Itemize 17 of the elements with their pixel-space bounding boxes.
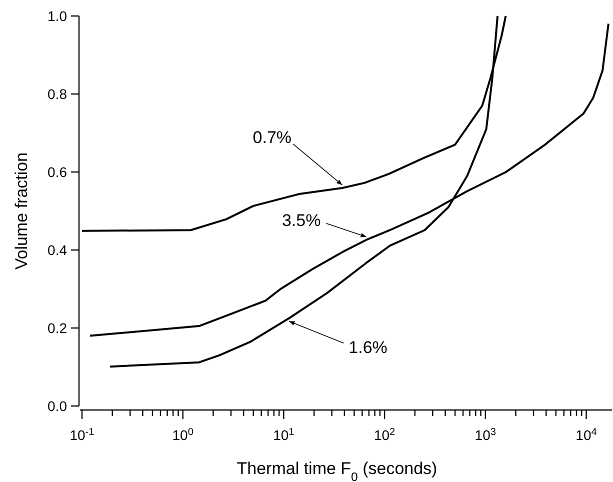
y-tick-label: 0.2 [48, 320, 68, 336]
y-tick-label: 0.8 [48, 86, 68, 102]
x-tick-label: 10$^{1}$ [273, 426, 295, 443]
annotation: 3.5% [282, 210, 321, 230]
x-axis-title: Thermal time F$_{0}$ (seconds) [236, 459, 438, 482]
x-tick-label: 10$^{2}$ [374, 426, 396, 443]
y-axis-title: Volume fraction [12, 152, 31, 270]
x-tick-label: 10$^{4}$ [576, 426, 598, 443]
x-tick-label: 10$^{-1}$ [70, 426, 95, 443]
x-tick-label: 10$^{0}$ [172, 426, 194, 443]
x-tick-label: 10$^{3}$ [474, 426, 496, 443]
annotation: 1.6% [348, 338, 388, 358]
y-tick-label: 0.6 [48, 164, 68, 180]
y-tick-label: 0.0 [48, 398, 68, 414]
annotation: 0.7% [252, 128, 292, 147]
y-tick-label: 0.4 [48, 242, 68, 258]
y-tick-label: 1.0 [48, 8, 68, 24]
